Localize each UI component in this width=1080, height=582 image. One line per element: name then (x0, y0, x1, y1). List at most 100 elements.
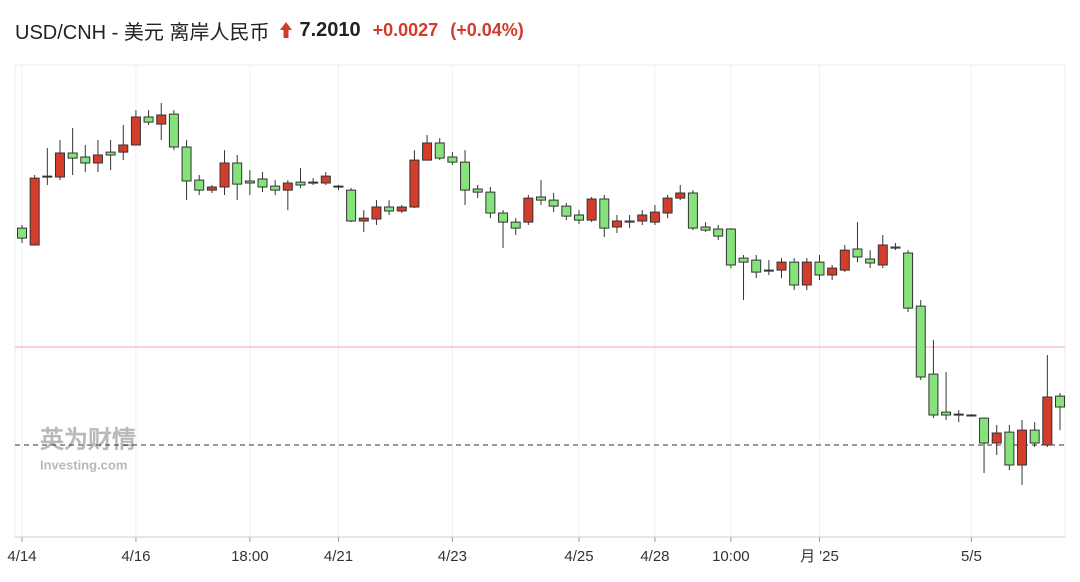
candle-body (320, 175, 331, 184)
candle-body (637, 214, 648, 222)
candle-body (232, 162, 243, 185)
x-tick-label: 4/16 (121, 548, 150, 565)
candle-body (877, 244, 888, 266)
candle-body (979, 417, 990, 444)
candle-body (801, 261, 812, 286)
candle-body (548, 199, 559, 207)
candle-body (396, 206, 407, 212)
candle-body (92, 154, 103, 164)
candle-body (953, 413, 964, 416)
x-tick-label: 5/5 (961, 548, 982, 565)
x-tick-label: 4/21 (324, 548, 353, 565)
candle-body (257, 178, 268, 188)
candle-body (1004, 431, 1015, 466)
candle-body (915, 305, 926, 378)
candle-body (358, 217, 369, 222)
candle-body (827, 267, 838, 276)
candle-body (143, 116, 154, 123)
candle-body (1029, 429, 1040, 444)
price: 7.2010 (299, 18, 361, 41)
candle-body (118, 144, 129, 153)
candle-body (941, 411, 952, 416)
candle-body (270, 185, 281, 191)
up-arrow (280, 22, 293, 38)
change: +0.0027 (372, 19, 439, 40)
candle-body (295, 181, 306, 186)
candle-body (789, 261, 800, 286)
candle-body (422, 142, 433, 161)
candle-body (814, 261, 825, 276)
title: USD/CNH - 美元 离岸人民币 (15, 21, 270, 44)
candle-body (523, 197, 534, 223)
x-tick-label: 10:00 (712, 548, 750, 565)
candle-body (1042, 396, 1053, 446)
candle-body (852, 248, 863, 258)
watermark-sub: Investing.com (40, 457, 127, 472)
candle-body (561, 205, 572, 217)
header: USD/CNH - 美元 离岸人民币 7.2010 +0.0027 (+0.04… (15, 14, 524, 46)
candle-body (611, 220, 622, 228)
candle-body (168, 113, 179, 148)
candle-body (865, 258, 876, 264)
candle-body (763, 269, 774, 272)
candle-body (599, 198, 610, 229)
candle-body (156, 114, 167, 125)
candle-body (1017, 429, 1028, 466)
candle-body (447, 156, 458, 163)
candle-body (409, 159, 420, 208)
candle-body (586, 198, 597, 221)
candle-body (460, 161, 471, 191)
candle-body (244, 180, 255, 184)
candle-body (384, 206, 395, 212)
candle-body (181, 146, 192, 182)
candle-body (130, 116, 141, 146)
candle-body (434, 142, 445, 159)
candle-body (219, 162, 230, 188)
candle-body (839, 249, 850, 271)
candle-body (536, 196, 546, 201)
candle-body (346, 189, 357, 222)
candle-body (42, 175, 53, 178)
candle-body (649, 211, 660, 223)
candle-body (308, 181, 319, 184)
candle-body (776, 261, 787, 271)
candle-body (54, 152, 65, 178)
candle-body (80, 156, 91, 164)
candle-body (966, 414, 977, 417)
candle-body (725, 228, 736, 266)
x-tick-label: 4/14 (7, 548, 36, 565)
change-percent: (+0.04%) (450, 19, 524, 40)
candle-body (991, 432, 1002, 444)
candle-body (105, 151, 116, 156)
candle-body (751, 259, 762, 273)
candle-body (333, 185, 344, 188)
candle-body (67, 152, 78, 159)
candle-body (928, 373, 939, 416)
candle-body (700, 226, 711, 231)
candle-body (29, 177, 40, 246)
candle-body (675, 192, 686, 199)
candle-body (485, 191, 496, 214)
candle-body (498, 212, 509, 223)
candle-body (206, 186, 217, 191)
candle-body (573, 214, 584, 221)
x-tick-label: 4/25 (564, 548, 593, 565)
candle-body (17, 227, 27, 239)
candle-body (510, 221, 521, 229)
plot: 4/14 4/16 18:00 4/21 4/23 4/25 4/28 10:00 月 '25 5… (7, 65, 1065, 565)
x-tick-label: 月 '25 (800, 548, 839, 565)
x-tick-label: 4/28 (640, 548, 669, 565)
candle-body (662, 197, 673, 214)
watermark: 英为财情 (40, 426, 136, 453)
candle-body (713, 228, 724, 237)
candle-body (890, 246, 901, 249)
candle-body (472, 188, 483, 193)
candle-body (1055, 395, 1065, 408)
candle-body (903, 252, 914, 309)
candle-body (194, 179, 205, 191)
candle-body (282, 182, 293, 191)
candle-body (624, 220, 635, 223)
candle-body (371, 206, 382, 220)
